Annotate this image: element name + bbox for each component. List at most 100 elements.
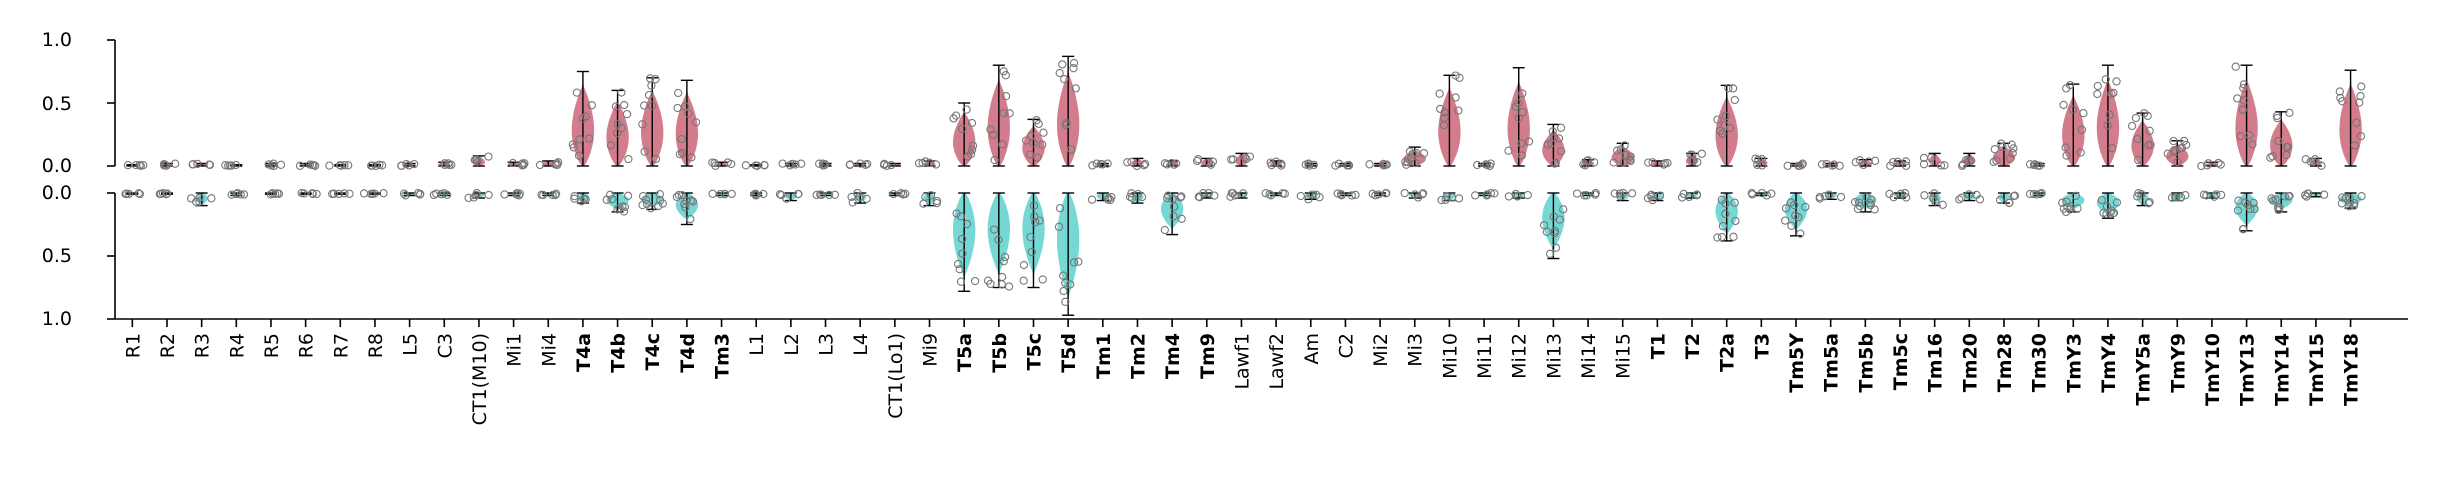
bottom-data-point xyxy=(401,191,410,200)
bottom-data-point xyxy=(308,189,317,199)
top-data-point xyxy=(1267,160,1276,170)
category-label: Mi4 xyxy=(538,333,560,367)
bottom-data-point xyxy=(620,202,630,212)
top-data-point xyxy=(1240,153,1249,162)
bottom-data-point xyxy=(2133,192,2142,201)
top-data-point xyxy=(986,125,995,134)
bottom-data-point xyxy=(1791,211,1800,220)
bottom-data-point xyxy=(2337,199,2347,208)
category-label: T5d xyxy=(1058,333,1080,373)
top-data-point xyxy=(1412,149,1421,158)
top-data-point xyxy=(2248,140,2257,149)
bottom-data-point xyxy=(1677,193,1687,202)
bottom-data-point xyxy=(1995,195,2005,205)
bottom-data-point xyxy=(1572,189,1582,198)
violin-series xyxy=(121,55,2366,316)
top-data-point xyxy=(2317,161,2326,170)
top-data-point xyxy=(645,74,655,83)
category-label: Tm1 xyxy=(1093,333,1115,379)
bottom-data-point xyxy=(1164,191,1173,200)
top-data-point xyxy=(1940,161,1949,170)
top-data-point xyxy=(778,159,787,168)
bottom-data-point xyxy=(1280,189,1289,198)
bottom-data-point xyxy=(812,190,821,200)
bottom-data-point xyxy=(727,189,736,199)
top-data-point xyxy=(1870,156,1880,165)
top-data-point xyxy=(2236,132,2245,141)
category-label: CT1(M10) xyxy=(469,333,491,425)
category-label: Tm4 xyxy=(1162,333,1184,379)
bottom-data-point xyxy=(816,190,825,199)
top-data-point xyxy=(2062,151,2071,160)
bottom-data-point xyxy=(2009,191,2018,201)
bottom-data-point xyxy=(1038,275,1047,284)
top-data-point xyxy=(1550,159,1559,168)
bottom-data-point xyxy=(2319,190,2329,199)
bottom-data-point xyxy=(1486,189,1496,198)
top-data-point xyxy=(1069,64,1078,73)
bottom-data-point xyxy=(608,194,617,204)
top-data-point xyxy=(1794,161,1803,171)
category-label: Mi3 xyxy=(1405,333,1427,367)
bottom-data-point xyxy=(1902,193,1911,202)
bottom-data-point xyxy=(1853,204,1863,214)
top-data-point xyxy=(2173,157,2182,167)
top-data-point xyxy=(1547,139,1556,148)
top-data-point xyxy=(820,160,830,169)
bottom-data-point xyxy=(1801,202,1810,212)
category-label: Tm28 xyxy=(1994,333,2016,392)
top-data-point xyxy=(1305,161,1314,170)
bottom-data-point xyxy=(1261,189,1270,198)
bottom-data-point xyxy=(2249,198,2258,208)
top-data-point xyxy=(161,160,170,170)
category-label: T2a xyxy=(1717,333,1739,372)
bottom-data-point xyxy=(2350,198,2359,208)
category-label: T5c xyxy=(1024,333,1046,370)
top-data-point xyxy=(276,160,286,169)
bottom-data-point xyxy=(1513,192,1522,201)
bottom-data-point xyxy=(1351,190,1360,200)
top-data-point xyxy=(2112,77,2121,86)
bottom-data-point xyxy=(919,199,928,208)
top-data-point xyxy=(1026,131,1036,141)
bottom-data-point xyxy=(2202,191,2211,200)
bottom-ytick-label: 0.5 xyxy=(42,245,72,267)
top-data-point xyxy=(1194,155,1203,164)
bottom-data-point xyxy=(2303,189,2313,198)
top-data-point xyxy=(1688,150,1697,160)
bottom-data-point xyxy=(1796,229,1805,238)
top-data-point xyxy=(440,159,449,168)
bottom-data-point xyxy=(1296,191,1305,201)
top-data-point xyxy=(741,161,751,170)
bottom-data-point xyxy=(656,196,665,205)
bottom-data-point xyxy=(1266,191,1276,200)
top-data-point xyxy=(2239,80,2249,89)
bottom-data-point xyxy=(2267,194,2276,203)
top-data-point xyxy=(1408,149,1417,159)
bottom-data-point xyxy=(1786,198,1795,207)
top-data-point xyxy=(367,161,376,170)
bottom-data-point xyxy=(2062,197,2071,206)
bottom-ytick-label: 0.0 xyxy=(42,182,72,204)
bottom-data-point xyxy=(654,201,663,211)
top-data-point xyxy=(2143,111,2152,120)
bottom-data-point xyxy=(1815,194,1824,203)
bottom-data-point xyxy=(1717,232,1727,242)
top-data-point xyxy=(1058,60,1067,69)
top-data-point xyxy=(1518,89,1527,98)
top-data-point xyxy=(1902,161,1911,170)
top-data-point xyxy=(2204,159,2213,168)
category-label: R8 xyxy=(365,333,387,358)
top-data-point xyxy=(1721,111,1731,121)
bottom-data-point xyxy=(750,189,759,199)
top-data-point xyxy=(673,103,682,113)
bottom-data-point xyxy=(233,188,242,198)
bottom-data-point xyxy=(720,190,729,199)
bottom-data-point xyxy=(1031,218,1040,227)
top-data-point xyxy=(1021,136,1031,145)
top-data-point xyxy=(2352,118,2361,127)
bottom-data-point xyxy=(958,234,967,244)
top-data-point xyxy=(1822,159,1831,169)
bottom-data-point xyxy=(1019,260,1029,270)
bottom-data-point xyxy=(2097,195,2106,205)
